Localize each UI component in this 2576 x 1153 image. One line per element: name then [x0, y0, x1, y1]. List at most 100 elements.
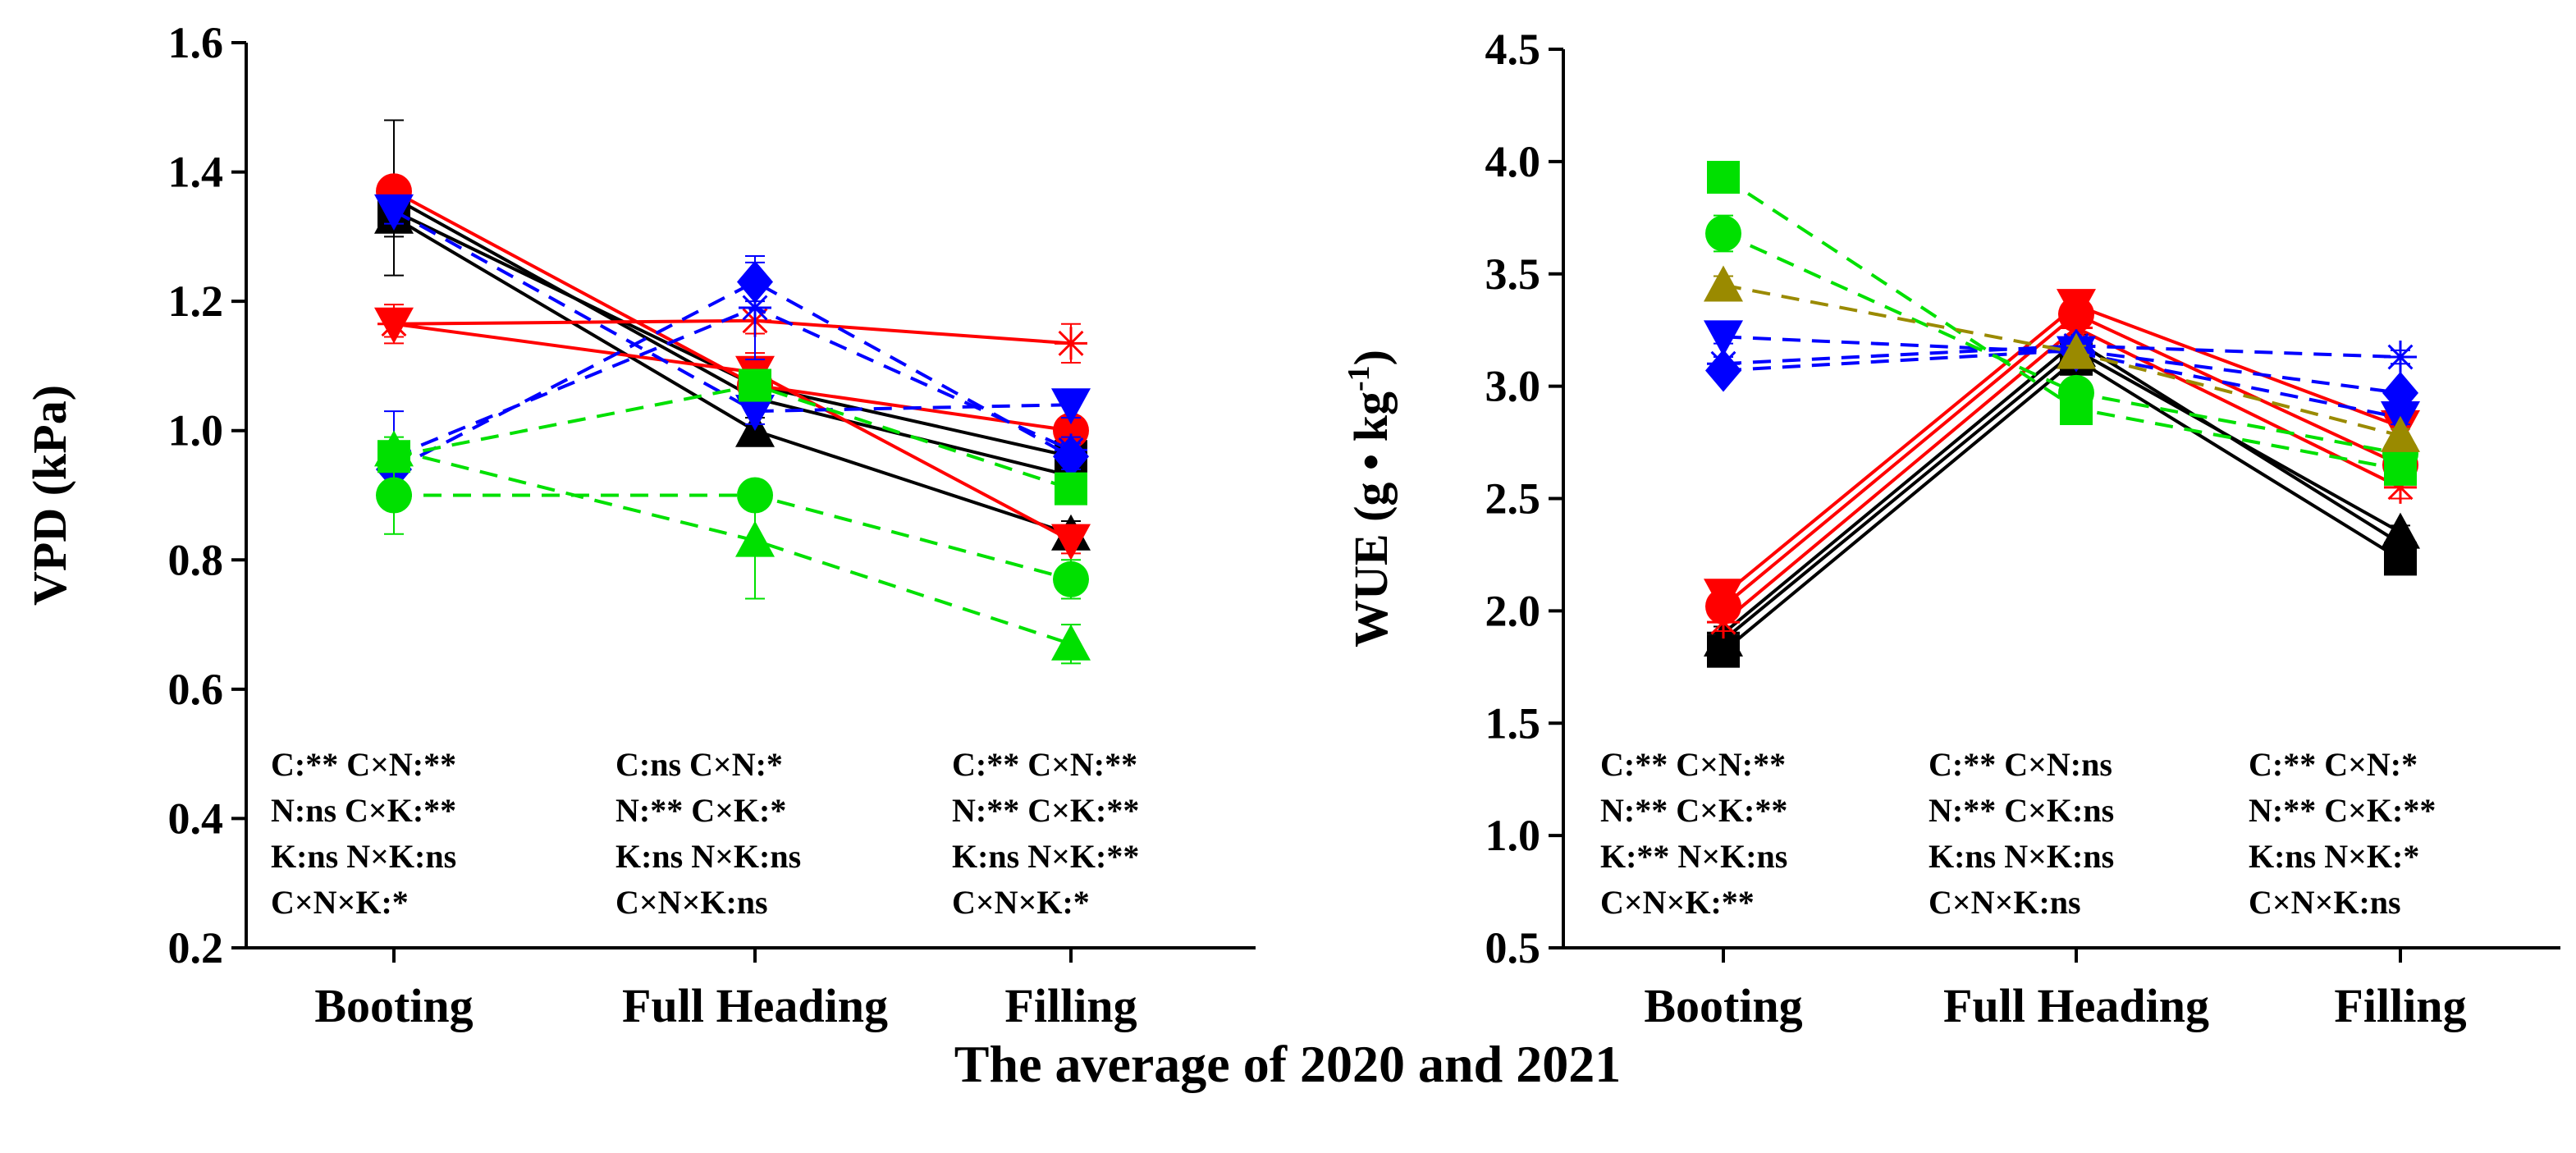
y-tick-label: 3.5 [1485, 249, 1541, 299]
data-point [1051, 524, 1091, 560]
x-category-label: Booting [1644, 979, 1802, 1032]
stat-annotation: C:** C×N:** [1600, 746, 1786, 783]
data-point [376, 477, 412, 514]
data-point [2060, 392, 2093, 425]
stat-annotation: K:ns N×K:** [952, 838, 1139, 875]
data-point [1707, 347, 1740, 381]
data-point [2060, 311, 2093, 345]
series-line-blue-diamond [1723, 348, 2401, 395]
stat-annotation: C:** C×N:** [952, 746, 1137, 783]
series-line-blue-down-triangle [1723, 335, 2401, 419]
y-axis-title-superscript: -1 [1342, 365, 1376, 391]
stat-annotation: N:ns C×K:** [271, 792, 456, 829]
y-tick-label: 1.6 [168, 18, 224, 67]
stat-annotation: N:** C×K:* [615, 792, 786, 829]
data-point [739, 291, 771, 325]
stat-annotation: K:ns N×K:ns [615, 838, 801, 875]
stat-annotation: C×N×K:ns [2249, 884, 2401, 921]
series-green-circle [376, 455, 1089, 600]
series-green-square [1707, 161, 2417, 486]
stat-annotation: C:** C×N:** [271, 746, 456, 783]
series-line-green-circle [394, 493, 1072, 581]
series-line-red-star [393, 318, 1072, 345]
data-point [2057, 289, 2096, 326]
data-point [2381, 415, 2420, 452]
data-point [377, 307, 410, 341]
data-point [2384, 452, 2417, 486]
y-tick-label: 1.0 [168, 406, 224, 455]
stat-annotation: K:ns N×K:ns [271, 838, 456, 875]
series-green-square [377, 368, 1087, 506]
x-category-label: Booting [314, 979, 473, 1032]
y-tick-label: 2.0 [1485, 586, 1541, 635]
figure-title: The average of 2020 and 2021 [954, 1035, 1621, 1093]
y-tick-label: 0.6 [168, 665, 224, 714]
data-point [2384, 341, 2417, 374]
y-tick-label: 1.4 [168, 148, 224, 197]
x-category-label: Filling [2334, 979, 2466, 1032]
data-point [739, 368, 771, 402]
stat-annotation: N:** C×K:ns [1929, 792, 2114, 829]
chart-wue: 0.5 1.0 1.5 2.0 2.5 3.0 3.5 4.0 4.5 Booting Full H… [1342, 25, 2560, 1032]
stat-annotation: K:ns N×K:* [2249, 838, 2419, 875]
series-green-triangle [374, 430, 1091, 665]
series-red-star [377, 304, 1087, 364]
stat-annotation: N:** C×K:** [2249, 792, 2436, 829]
stat-annotation: N:** C×K:** [1600, 792, 1787, 829]
stat-annotation: N:** C×K:** [952, 792, 1139, 829]
y-tick-label: 4.5 [1485, 25, 1541, 74]
stat-annotation: K:ns N×K:ns [1929, 838, 2114, 875]
x-category-label: Full Heading [1943, 979, 2209, 1032]
data-point [2384, 527, 2417, 560]
data-point [377, 440, 410, 474]
y-axis-title: VPD (kPa) [23, 385, 76, 606]
stat-annotation: C:ns C×N:* [615, 746, 783, 783]
y-tick-label: 4.0 [1485, 137, 1541, 186]
data-point [735, 520, 775, 557]
data-point [1704, 265, 1743, 302]
stat-annotation: C×N×K:** [1600, 884, 1755, 921]
stat-annotation: K:** N×K:ns [1600, 838, 1787, 875]
data-point [1051, 624, 1091, 661]
series-red-down-triangle [374, 304, 1091, 560]
series-line-red-circle [393, 190, 1072, 432]
data-point [2057, 332, 2096, 369]
data-point [1707, 606, 1740, 639]
stat-annotation: C×N×K:* [952, 884, 1090, 921]
series-black-triangle [1704, 330, 2420, 657]
stat-annotation: C×N×K:ns [615, 884, 768, 921]
y-tick-label: 0.4 [168, 794, 224, 843]
data-point [1053, 560, 1089, 597]
stat-annotation: C×N×K:ns [1929, 884, 2081, 921]
series-line-blue-down-triangle [393, 209, 1072, 414]
series-black-square [377, 190, 1087, 474]
y-tick-label: 1.2 [168, 277, 224, 326]
data-point [1051, 388, 1091, 425]
y-tick-label: 0.5 [1485, 923, 1541, 972]
y-tick-label: 2.5 [1485, 474, 1541, 524]
series-blue-star [377, 254, 1087, 503]
data-point [1055, 433, 1087, 467]
stat-annotation: C:** C×N:* [2249, 746, 2418, 783]
data-point [1705, 215, 1741, 252]
data-point [374, 194, 414, 231]
y-tick-label: 1.0 [1485, 811, 1541, 860]
data-point [1055, 472, 1087, 506]
x-category-label: Full Heading [622, 979, 888, 1032]
chart-vpd: 0.2 0.4 0.6 0.8 1.0 1.2 1.4 1.6 Booting Full Head… [23, 18, 1256, 1032]
series-olive-triangle [1704, 265, 2420, 452]
x-category-label: Filling [1004, 979, 1137, 1032]
y-axis-title: WUE (g • kg-1) [1342, 350, 1398, 647]
stat-annotation: C:** C×N:ns [1929, 746, 2112, 783]
data-point [1704, 320, 1743, 357]
y-axis-title-end: ) [1344, 350, 1398, 365]
data-point [1704, 579, 1743, 615]
y-tick-label: 0.8 [168, 535, 224, 584]
y-tick-label: 1.5 [1485, 698, 1541, 748]
stat-annotation: C×N×K:* [271, 884, 409, 921]
data-point [2384, 470, 2417, 504]
data-point [735, 395, 775, 432]
y-tick-label: 0.2 [168, 923, 224, 972]
data-point [1707, 161, 1740, 194]
